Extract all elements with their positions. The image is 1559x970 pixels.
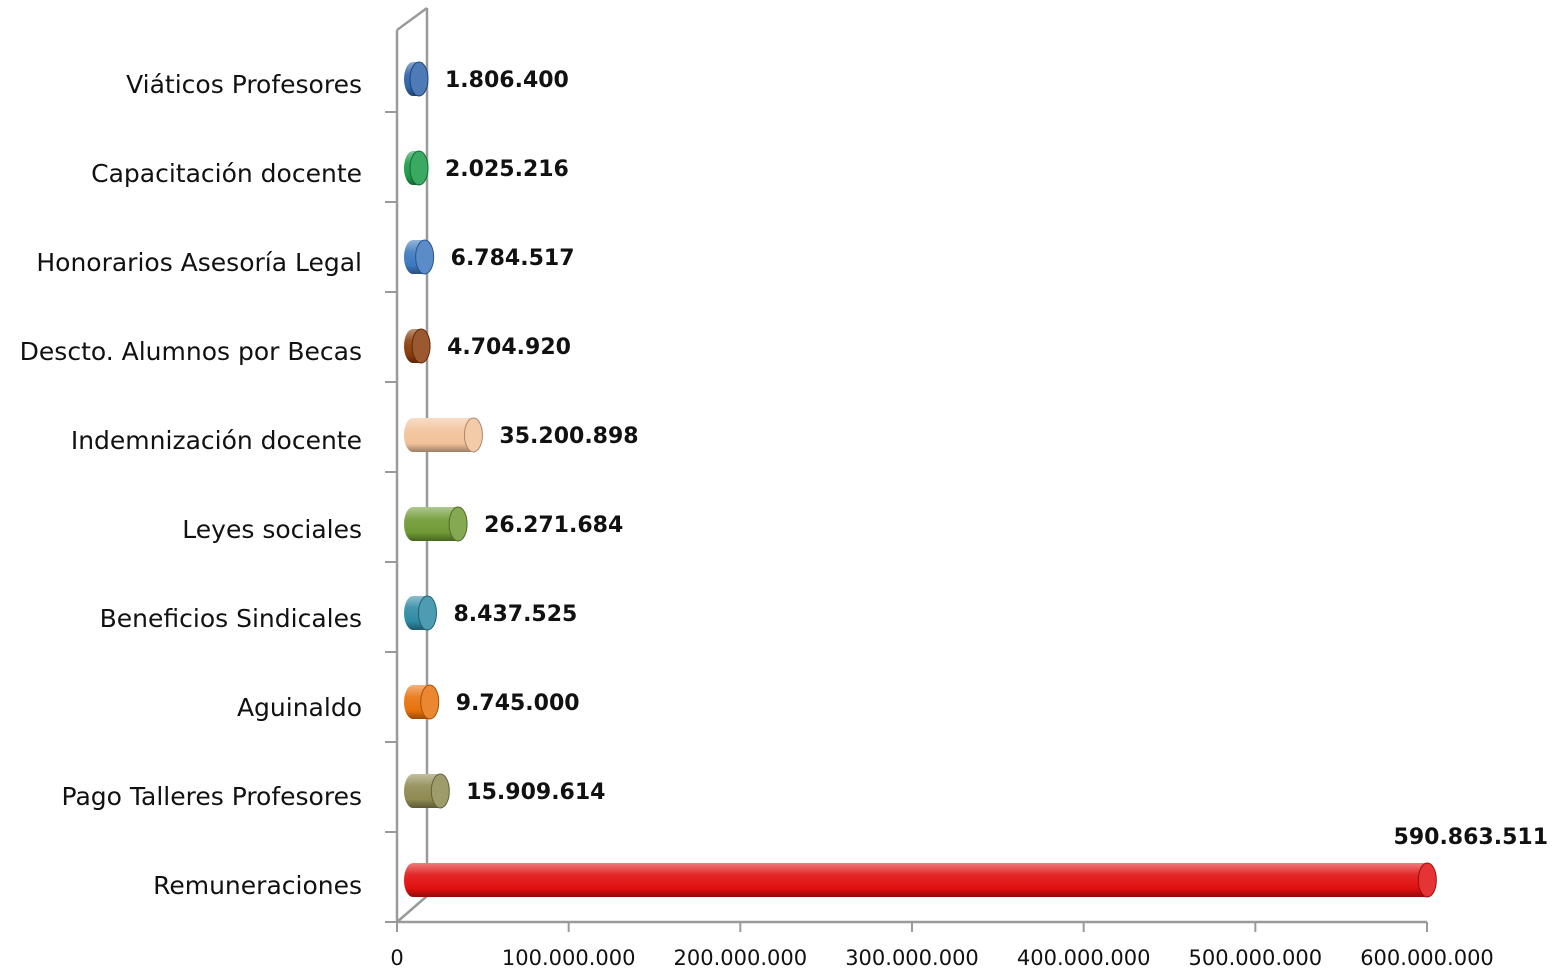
bar	[404, 239, 435, 275]
category-label: Leyes sociales	[182, 515, 362, 544]
bar	[404, 773, 450, 809]
bar	[404, 328, 431, 364]
floor-depth-edge	[396, 895, 428, 923]
category-label: Pago Talleres Profesores	[62, 782, 363, 811]
category-label: Indemnización docente	[71, 426, 362, 455]
data-label: 8.437.525	[453, 602, 577, 627]
bar-end-cap	[1417, 862, 1437, 898]
data-label: 590.863.511	[1394, 825, 1548, 850]
chart-bars	[404, 61, 1437, 898]
data-label: 2.025.216	[445, 157, 569, 182]
bar-end-cap	[448, 506, 468, 542]
data-label: 26.271.684	[484, 513, 623, 538]
bar	[404, 684, 440, 720]
data-label: 9.745.000	[456, 691, 580, 716]
bar-end-cap	[430, 773, 450, 809]
chart-labels: 0 100.000.000 200.000.000 300.000.000 400.00…	[20, 68, 1548, 970]
y-axis-top-edge	[396, 6, 428, 32]
x-tick-label: 600.000.000	[1360, 946, 1494, 970]
category-label: Capacitación docente	[91, 159, 362, 188]
data-label: 4.704.920	[447, 335, 571, 360]
bar	[404, 150, 429, 186]
bar-end-cap	[409, 150, 429, 186]
data-label: 35.200.898	[499, 424, 638, 449]
bar-end-cap	[415, 239, 435, 275]
category-label: Remuneraciones	[153, 871, 362, 900]
bar-end-cap	[409, 61, 429, 97]
category-label: Aguinaldo	[237, 693, 362, 722]
bar-body	[404, 418, 483, 452]
bar	[404, 417, 483, 453]
category-label: Viáticos Profesores	[126, 70, 362, 99]
category-label: Descto. Alumnos por Becas	[20, 337, 362, 366]
data-label: 15.909.614	[466, 780, 605, 805]
x-tick-label: 200.000.000	[674, 946, 808, 970]
category-label: Honorarios Asesoría Legal	[36, 248, 362, 277]
bar-body	[404, 863, 1437, 897]
bar	[404, 862, 1437, 898]
x-tick-label: 500.000.000	[1189, 946, 1323, 970]
x-tick-label: 100.000.000	[502, 946, 636, 970]
data-label: 6.784.517	[451, 246, 575, 271]
bar-end-cap	[463, 417, 483, 453]
category-label: Beneficios Sindicales	[100, 604, 362, 633]
x-tick-label: 400.000.000	[1017, 946, 1151, 970]
x-tick-label: 0	[390, 946, 403, 970]
bar-end-cap	[417, 595, 437, 631]
bar-end-cap	[420, 684, 440, 720]
x-tick-label: 300.000.000	[845, 946, 979, 970]
chart-axes	[385, 6, 1428, 932]
data-label: 1.806.400	[445, 68, 569, 93]
bar-end-cap	[411, 328, 431, 364]
bar	[404, 595, 437, 631]
bar	[404, 61, 429, 97]
bar	[404, 506, 468, 542]
